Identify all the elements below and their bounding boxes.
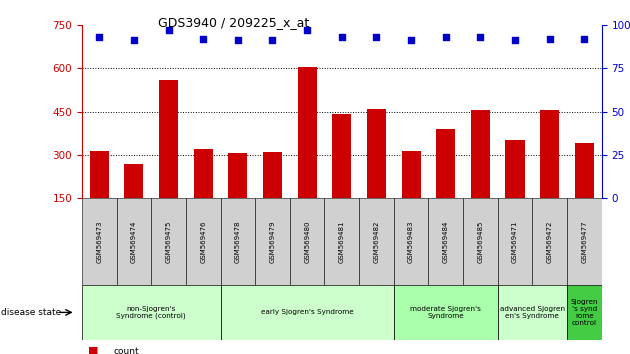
Text: GSM569480: GSM569480 [304,220,310,263]
Bar [540,110,559,198]
Point [336,34,346,40]
FancyBboxPatch shape [151,198,186,285]
Bar [367,109,386,198]
Text: disease state: disease state [1,308,61,317]
FancyBboxPatch shape [394,198,428,285]
Bar [228,153,248,198]
Bar [193,149,213,198]
FancyBboxPatch shape [255,198,290,285]
Text: ■: ■ [88,346,99,354]
Point [302,27,312,33]
FancyBboxPatch shape [567,198,602,285]
Text: GSM569474: GSM569474 [131,221,137,263]
FancyBboxPatch shape [117,198,151,285]
Point [510,38,520,43]
Point [164,27,174,33]
FancyBboxPatch shape [220,198,255,285]
FancyBboxPatch shape [324,198,359,285]
Point [475,34,485,40]
FancyBboxPatch shape [290,198,324,285]
FancyBboxPatch shape [359,198,394,285]
Bar [401,150,421,198]
FancyBboxPatch shape [498,198,532,285]
Text: GSM569478: GSM569478 [235,220,241,263]
Point [198,36,208,41]
Point [544,36,554,41]
Bar [89,150,109,198]
FancyBboxPatch shape [82,285,220,340]
Point [372,34,382,40]
Point [94,34,105,40]
Bar [159,80,178,198]
Text: GSM569481: GSM569481 [339,220,345,263]
Point [579,36,589,41]
Text: GSM569476: GSM569476 [200,220,206,263]
Point [233,38,243,43]
FancyBboxPatch shape [394,285,498,340]
Bar [297,67,317,198]
FancyBboxPatch shape [498,285,567,340]
Text: GSM569479: GSM569479 [270,220,275,263]
FancyBboxPatch shape [82,198,117,285]
Bar [575,143,594,198]
Text: GSM569472: GSM569472 [547,221,553,263]
Text: GSM569471: GSM569471 [512,220,518,263]
Bar [332,114,352,198]
Text: GSM569483: GSM569483 [408,220,414,263]
Bar [124,164,144,198]
Point [129,38,139,43]
Point [268,38,278,43]
Text: GSM569477: GSM569477 [581,220,587,263]
FancyBboxPatch shape [567,285,602,340]
Text: GSM569482: GSM569482 [374,221,379,263]
Text: GDS3940 / 209225_x_at: GDS3940 / 209225_x_at [158,16,309,29]
Bar [505,141,525,198]
Bar [263,152,282,198]
FancyBboxPatch shape [532,198,567,285]
FancyBboxPatch shape [428,198,463,285]
Text: GSM569475: GSM569475 [166,221,171,263]
Point [441,34,451,40]
Text: moderate Sjogren's
Syndrome: moderate Sjogren's Syndrome [410,306,481,319]
Text: GSM569473: GSM569473 [96,220,102,263]
Text: Sjogren
's synd
rome
control: Sjogren 's synd rome control [571,299,598,326]
Point [406,38,416,43]
Text: count: count [113,347,139,354]
Text: early Sjogren's Syndrome: early Sjogren's Syndrome [261,309,353,315]
Bar [436,129,455,198]
Bar [471,110,490,198]
FancyBboxPatch shape [186,198,220,285]
Text: advanced Sjogren
en's Syndrome: advanced Sjogren en's Syndrome [500,306,565,319]
Text: GSM569484: GSM569484 [443,221,449,263]
Text: non-Sjogren's
Syndrome (control): non-Sjogren's Syndrome (control) [117,306,186,319]
FancyBboxPatch shape [463,198,498,285]
FancyBboxPatch shape [220,285,394,340]
Text: GSM569485: GSM569485 [478,221,483,263]
